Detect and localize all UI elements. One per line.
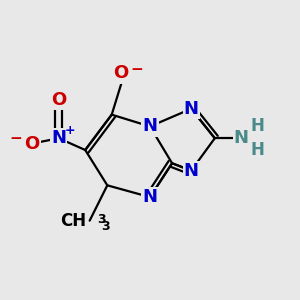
Text: H: H (250, 141, 264, 159)
Text: N: N (184, 100, 199, 118)
Text: +: + (64, 124, 75, 137)
Text: 3: 3 (101, 220, 110, 233)
Text: N: N (234, 129, 249, 147)
Text: O: O (25, 135, 40, 153)
Text: N: N (184, 162, 199, 180)
Text: O: O (51, 91, 66, 109)
Text: −: − (10, 131, 22, 146)
Text: CH: CH (61, 212, 87, 230)
Text: N: N (142, 188, 158, 206)
Text: −: − (130, 61, 143, 76)
Text: N: N (51, 129, 66, 147)
Text: N: N (142, 117, 158, 135)
Text: 3: 3 (97, 213, 106, 226)
Text: H: H (250, 117, 264, 135)
Text: O: O (113, 64, 128, 82)
